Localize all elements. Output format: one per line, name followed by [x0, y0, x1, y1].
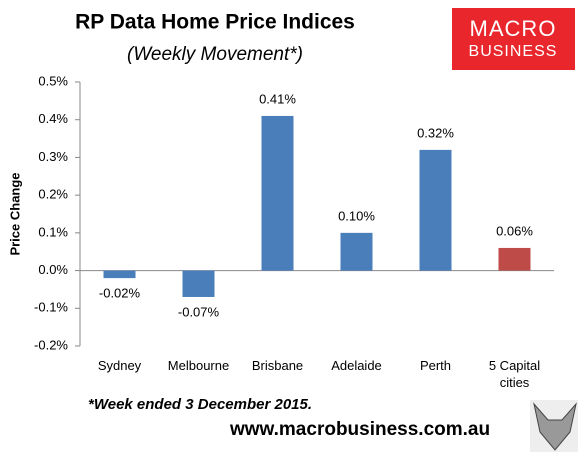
x-tick-label: Adelaide — [331, 358, 382, 373]
y-tick-label: 0.2% — [38, 187, 68, 202]
chart-subtitle: (Weekly Movement*) — [127, 44, 303, 65]
x-tick-label: Melbourne — [167, 358, 230, 373]
x-tick-label: 5 Capital cities — [488, 358, 541, 390]
x-tick-label: Sydney — [97, 358, 142, 373]
logo-box — [452, 8, 575, 70]
logo-text: BUSINESS — [469, 43, 558, 60]
x-tick-label: Perth — [419, 358, 452, 373]
y-tick-label: 0.5% — [38, 73, 68, 88]
y-tick-label: -0.2% — [34, 337, 68, 352]
bar — [261, 115, 294, 271]
y-tick-label: 0.1% — [38, 224, 68, 239]
bar — [182, 270, 215, 297]
y-tick-label: 0.4% — [38, 111, 68, 126]
value-label: -0.02% — [99, 286, 141, 301]
chart-title: RP Data Home Price Indices — [75, 11, 355, 34]
y-axis-label: Price Change — [7, 172, 22, 255]
x-tick-label: Brisbane — [251, 358, 304, 373]
fox-icon — [530, 400, 578, 452]
bar — [498, 247, 531, 271]
y-tick-label: -0.1% — [34, 300, 68, 315]
bar — [103, 270, 136, 279]
source: www.macrobusiness.com.au — [229, 419, 490, 440]
y-tick-label: 0.3% — [38, 149, 68, 164]
value-label: 0.32% — [417, 125, 454, 140]
bar — [419, 149, 452, 271]
value-label: 0.06% — [496, 223, 533, 238]
y-tick-label: 0.0% — [38, 262, 68, 277]
logo-text: MACRO — [470, 16, 557, 41]
footnote: *Week ended 3 December 2015. — [88, 396, 312, 413]
value-label: 0.10% — [338, 208, 375, 223]
value-label: 0.41% — [259, 91, 296, 106]
value-label: -0.07% — [178, 304, 220, 319]
bar — [340, 232, 373, 271]
